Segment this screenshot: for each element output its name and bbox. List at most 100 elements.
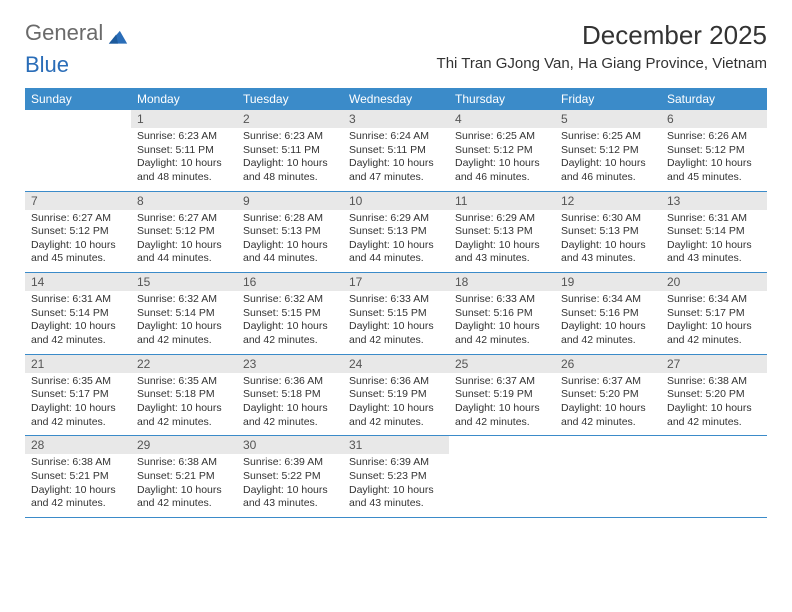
brand-logo: General [25, 20, 131, 46]
day-content: Sunrise: 6:33 AMSunset: 5:16 PMDaylight:… [449, 291, 555, 354]
day-number: 20 [661, 273, 767, 291]
day-content: Sunrise: 6:23 AMSunset: 5:11 PMDaylight:… [131, 128, 237, 191]
day-number: 27 [661, 355, 767, 373]
calendar-cell: 11Sunrise: 6:29 AMSunset: 5:13 PMDayligh… [449, 191, 555, 273]
day-content: Sunrise: 6:38 AMSunset: 5:21 PMDaylight:… [25, 454, 131, 517]
calendar-cell: 29Sunrise: 6:38 AMSunset: 5:21 PMDayligh… [131, 436, 237, 518]
day-content: Sunrise: 6:36 AMSunset: 5:19 PMDaylight:… [343, 373, 449, 436]
day-number: 25 [449, 355, 555, 373]
calendar-cell: 8Sunrise: 6:27 AMSunset: 5:12 PMDaylight… [131, 191, 237, 273]
day-content: Sunrise: 6:31 AMSunset: 5:14 PMDaylight:… [25, 291, 131, 354]
calendar-cell [555, 436, 661, 518]
calendar-cell [661, 436, 767, 518]
month-title: December 2025 [437, 20, 767, 51]
day-number: 14 [25, 273, 131, 291]
day-content: Sunrise: 6:35 AMSunset: 5:17 PMDaylight:… [25, 373, 131, 436]
calendar-cell: 23Sunrise: 6:36 AMSunset: 5:18 PMDayligh… [237, 354, 343, 436]
calendar-cell: 15Sunrise: 6:32 AMSunset: 5:14 PMDayligh… [131, 273, 237, 355]
weekday-header: Thursday [449, 88, 555, 110]
calendar-row: 7Sunrise: 6:27 AMSunset: 5:12 PMDaylight… [25, 191, 767, 273]
brand-sail-icon [107, 25, 129, 41]
day-number: 10 [343, 192, 449, 210]
day-number: 17 [343, 273, 449, 291]
calendar-cell: 2Sunrise: 6:23 AMSunset: 5:11 PMDaylight… [237, 110, 343, 191]
calendar-cell: 25Sunrise: 6:37 AMSunset: 5:19 PMDayligh… [449, 354, 555, 436]
location-text: Thi Tran GJong Van, Ha Giang Province, V… [437, 55, 767, 72]
day-number: 2 [237, 110, 343, 128]
calendar-cell: 3Sunrise: 6:24 AMSunset: 5:11 PMDaylight… [343, 110, 449, 191]
day-content: Sunrise: 6:26 AMSunset: 5:12 PMDaylight:… [661, 128, 767, 191]
calendar-cell: 26Sunrise: 6:37 AMSunset: 5:20 PMDayligh… [555, 354, 661, 436]
day-number: 8 [131, 192, 237, 210]
day-number: 24 [343, 355, 449, 373]
day-number: 28 [25, 436, 131, 454]
calendar-cell: 21Sunrise: 6:35 AMSunset: 5:17 PMDayligh… [25, 354, 131, 436]
day-content: Sunrise: 6:36 AMSunset: 5:18 PMDaylight:… [237, 373, 343, 436]
day-content: Sunrise: 6:37 AMSunset: 5:19 PMDaylight:… [449, 373, 555, 436]
calendar-cell [449, 436, 555, 518]
calendar-cell: 30Sunrise: 6:39 AMSunset: 5:22 PMDayligh… [237, 436, 343, 518]
day-content: Sunrise: 6:32 AMSunset: 5:14 PMDaylight:… [131, 291, 237, 354]
day-content: Sunrise: 6:27 AMSunset: 5:12 PMDaylight:… [25, 210, 131, 273]
calendar-cell: 10Sunrise: 6:29 AMSunset: 5:13 PMDayligh… [343, 191, 449, 273]
day-number: 9 [237, 192, 343, 210]
calendar-row: 1Sunrise: 6:23 AMSunset: 5:11 PMDaylight… [25, 110, 767, 191]
calendar-cell: 9Sunrise: 6:28 AMSunset: 5:13 PMDaylight… [237, 191, 343, 273]
brand-part2: Blue [25, 52, 69, 78]
calendar-cell: 1Sunrise: 6:23 AMSunset: 5:11 PMDaylight… [131, 110, 237, 191]
day-number: 1 [131, 110, 237, 128]
calendar-cell: 24Sunrise: 6:36 AMSunset: 5:19 PMDayligh… [343, 354, 449, 436]
day-number: 18 [449, 273, 555, 291]
day-content: Sunrise: 6:23 AMSunset: 5:11 PMDaylight:… [237, 128, 343, 191]
weekday-row: SundayMondayTuesdayWednesdayThursdayFrid… [25, 88, 767, 110]
day-content: Sunrise: 6:25 AMSunset: 5:12 PMDaylight:… [555, 128, 661, 191]
day-number: 26 [555, 355, 661, 373]
calendar-row: 28Sunrise: 6:38 AMSunset: 5:21 PMDayligh… [25, 436, 767, 518]
day-number: 16 [237, 273, 343, 291]
day-number: 13 [661, 192, 767, 210]
weekday-header: Sunday [25, 88, 131, 110]
calendar-cell: 22Sunrise: 6:35 AMSunset: 5:18 PMDayligh… [131, 354, 237, 436]
calendar-cell: 27Sunrise: 6:38 AMSunset: 5:20 PMDayligh… [661, 354, 767, 436]
day-content: Sunrise: 6:28 AMSunset: 5:13 PMDaylight:… [237, 210, 343, 273]
weekday-header: Wednesday [343, 88, 449, 110]
day-content: Sunrise: 6:25 AMSunset: 5:12 PMDaylight:… [449, 128, 555, 191]
calendar-cell: 20Sunrise: 6:34 AMSunset: 5:17 PMDayligh… [661, 273, 767, 355]
calendar-cell: 17Sunrise: 6:33 AMSunset: 5:15 PMDayligh… [343, 273, 449, 355]
calendar-cell: 12Sunrise: 6:30 AMSunset: 5:13 PMDayligh… [555, 191, 661, 273]
calendar-cell: 6Sunrise: 6:26 AMSunset: 5:12 PMDaylight… [661, 110, 767, 191]
calendar-cell: 18Sunrise: 6:33 AMSunset: 5:16 PMDayligh… [449, 273, 555, 355]
day-content: Sunrise: 6:34 AMSunset: 5:17 PMDaylight:… [661, 291, 767, 354]
brand-part1: General [25, 20, 103, 46]
day-number: 12 [555, 192, 661, 210]
calendar-cell: 16Sunrise: 6:32 AMSunset: 5:15 PMDayligh… [237, 273, 343, 355]
calendar-row: 14Sunrise: 6:31 AMSunset: 5:14 PMDayligh… [25, 273, 767, 355]
calendar-cell: 14Sunrise: 6:31 AMSunset: 5:14 PMDayligh… [25, 273, 131, 355]
day-number: 7 [25, 192, 131, 210]
day-content: Sunrise: 6:30 AMSunset: 5:13 PMDaylight:… [555, 210, 661, 273]
calendar-cell: 7Sunrise: 6:27 AMSunset: 5:12 PMDaylight… [25, 191, 131, 273]
day-content: Sunrise: 6:39 AMSunset: 5:23 PMDaylight:… [343, 454, 449, 517]
weekday-header: Monday [131, 88, 237, 110]
calendar-table: SundayMondayTuesdayWednesdayThursdayFrid… [25, 88, 767, 518]
day-content: Sunrise: 6:39 AMSunset: 5:22 PMDaylight:… [237, 454, 343, 517]
day-content: Sunrise: 6:38 AMSunset: 5:20 PMDaylight:… [661, 373, 767, 436]
day-number: 23 [237, 355, 343, 373]
day-content: Sunrise: 6:33 AMSunset: 5:15 PMDaylight:… [343, 291, 449, 354]
day-content: Sunrise: 6:38 AMSunset: 5:21 PMDaylight:… [131, 454, 237, 517]
day-content: Sunrise: 6:29 AMSunset: 5:13 PMDaylight:… [449, 210, 555, 273]
weekday-header: Friday [555, 88, 661, 110]
day-number: 11 [449, 192, 555, 210]
day-content: Sunrise: 6:24 AMSunset: 5:11 PMDaylight:… [343, 128, 449, 191]
day-content: Sunrise: 6:37 AMSunset: 5:20 PMDaylight:… [555, 373, 661, 436]
day-number: 15 [131, 273, 237, 291]
calendar-cell: 13Sunrise: 6:31 AMSunset: 5:14 PMDayligh… [661, 191, 767, 273]
day-number: 4 [449, 110, 555, 128]
day-number: 21 [25, 355, 131, 373]
weekday-header: Tuesday [237, 88, 343, 110]
day-number: 19 [555, 273, 661, 291]
day-number: 31 [343, 436, 449, 454]
day-number: 29 [131, 436, 237, 454]
calendar-cell: 5Sunrise: 6:25 AMSunset: 5:12 PMDaylight… [555, 110, 661, 191]
calendar-cell: 31Sunrise: 6:39 AMSunset: 5:23 PMDayligh… [343, 436, 449, 518]
